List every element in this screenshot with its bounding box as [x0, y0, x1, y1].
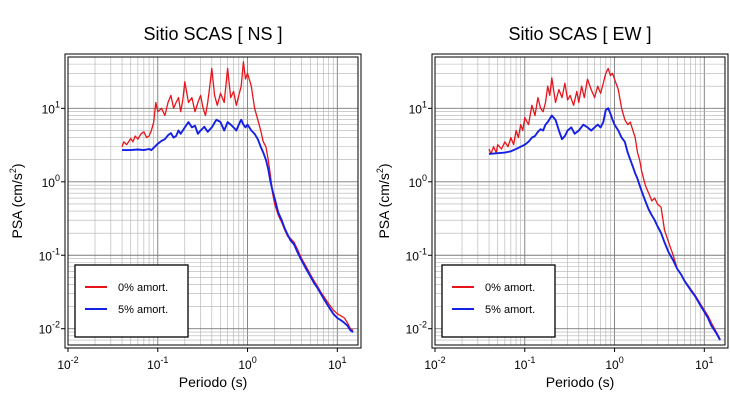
chart-title: Sitio SCAS [ NS ]	[143, 24, 282, 44]
x-tick-label: 10-2	[424, 355, 445, 372]
plot-frame	[434, 56, 726, 346]
x-tick-label: 10-1	[147, 355, 168, 372]
legend-label-undamped: 0% amort.	[118, 282, 168, 294]
x-tick-label: 101	[328, 355, 346, 372]
y-tick-label: 100	[409, 173, 427, 190]
legend-label-undamped: 0% amort.	[485, 282, 535, 294]
plot-frame-outer	[64, 53, 362, 349]
y-tick-label: 10-1	[39, 246, 60, 263]
y-tick-label: 10-2	[39, 320, 60, 337]
x-tick-label: 101	[695, 355, 713, 372]
y-tick-label: 100	[42, 173, 60, 190]
chart-panel-1: Sitio SCAS [ EW ] 10-2 10-1 100 101 10-2 10-1 1…	[375, 24, 729, 390]
x-tick-label: 10-2	[57, 355, 78, 372]
y-axis-label: PSA (cm/s2)	[375, 163, 392, 238]
y-tick-label: 101	[42, 99, 60, 116]
plot-frame-outer	[431, 53, 729, 349]
legend-label-damped: 5% amort.	[485, 304, 535, 316]
x-axis-label: Periodo (s)	[179, 374, 247, 390]
grid	[67, 56, 358, 346]
legend: 0% amort. 5% amort.	[74, 264, 189, 338]
series-line-damped	[488, 107, 721, 341]
y-axis-label: PSA (cm/s2)	[8, 163, 25, 238]
legend: 0% amort. 5% amort.	[441, 264, 556, 338]
plot-frame	[67, 56, 359, 346]
legend-box	[441, 264, 556, 338]
y-tick-label: 101	[409, 99, 427, 116]
series-line-damped	[122, 118, 354, 333]
x-axis-label: Periodo (s)	[546, 374, 614, 390]
legend-box	[74, 264, 189, 338]
x-tick-label: 100	[605, 355, 623, 372]
y-tick-label: 10-1	[406, 246, 427, 263]
x-tick-label: 10-1	[514, 355, 535, 372]
y-tick-label: 10-2	[406, 320, 427, 337]
legend-label-damped: 5% amort.	[118, 304, 168, 316]
x-tick-label: 100	[238, 355, 256, 372]
chart-panel-0: Sitio SCAS [ NS ] 10-2 10-1 100 101 10-2 10-1 1…	[8, 24, 362, 390]
series-line-undamped	[121, 61, 354, 331]
chart-title: Sitio SCAS [ EW ]	[508, 24, 651, 44]
series-line-undamped	[488, 67, 721, 340]
